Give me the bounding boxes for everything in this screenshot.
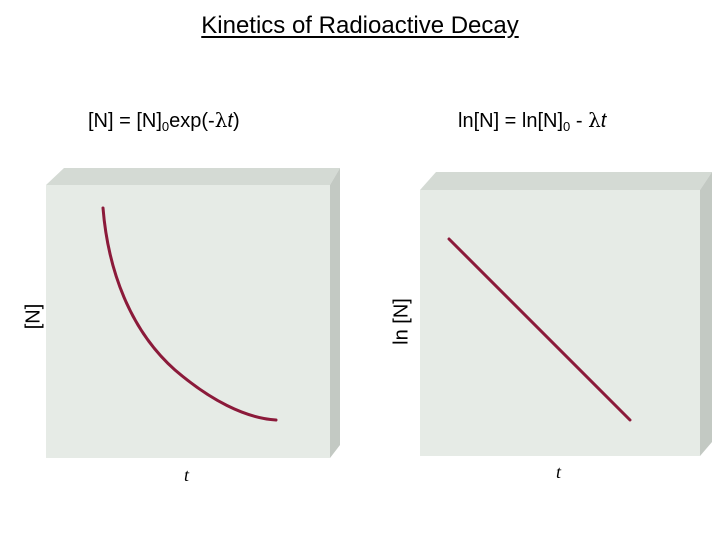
left-y-axis-label: [N]	[22, 303, 45, 330]
left-box-face	[46, 185, 330, 458]
right-x-axis-label: t	[556, 462, 562, 482]
exponential-decay-curve	[101, 206, 278, 422]
left-plot-box	[46, 168, 340, 458]
right-box-top	[420, 172, 712, 190]
right-box-face	[420, 190, 700, 456]
left-x-axis-label: t	[184, 465, 190, 485]
log-decay-line	[447, 237, 632, 422]
exponential-decay-equation: [N] = [N]0exp(-λt)	[88, 108, 240, 134]
right-y-axis-label: ln [N]	[390, 298, 413, 345]
slide-title: Kinetics of Radioactive Decay	[201, 12, 519, 39]
left-box-top	[46, 168, 340, 185]
right-box-side	[700, 172, 712, 456]
left-box-side	[330, 168, 340, 458]
right-plot-box	[420, 172, 712, 456]
log-decay-equation: ln[N] = ln[N]0 - λt	[458, 108, 607, 134]
